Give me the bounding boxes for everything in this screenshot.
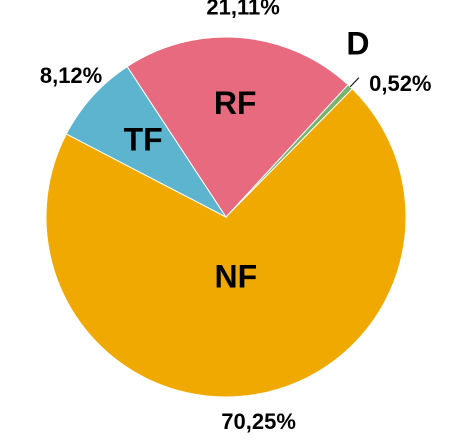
- value-label: 0,52%: [369, 71, 431, 96]
- pie-slice: [65, 65, 228, 219]
- value-label: 70,25%: [221, 409, 296, 434]
- category-label: NF: [215, 259, 258, 295]
- category-label: D: [346, 25, 369, 61]
- value-label: 8,12%: [40, 63, 102, 88]
- category-label: TF: [124, 122, 163, 158]
- value-label: 21,11%: [206, 0, 279, 20]
- leader-line: [349, 77, 360, 88]
- category-label: RF: [214, 85, 257, 121]
- pie-slice: [126, 36, 349, 218]
- pie-slice: [45, 88, 407, 398]
